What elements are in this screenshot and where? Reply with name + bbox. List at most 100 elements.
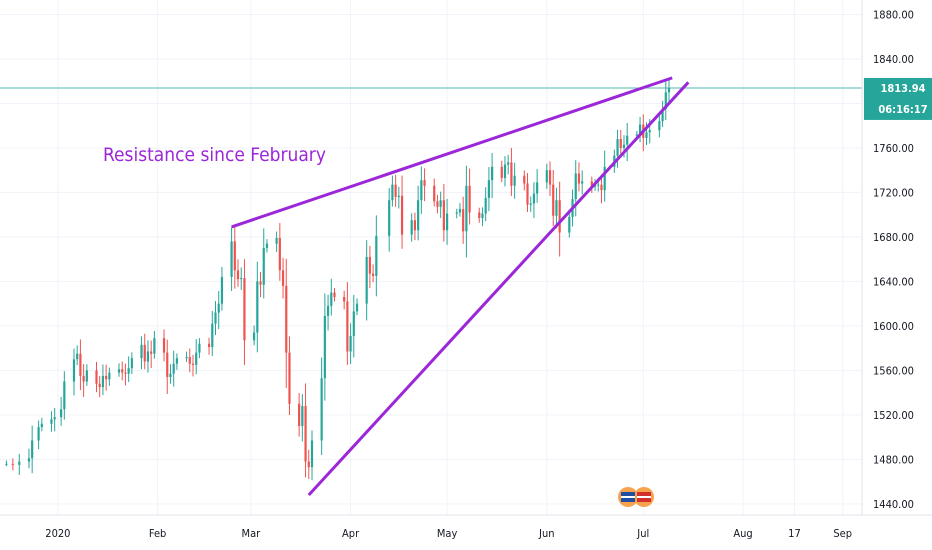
time-tick-label: Apr [342, 527, 360, 540]
candle-body [211, 323, 214, 348]
candle-body [465, 185, 468, 232]
candle-body [555, 200, 558, 216]
candle-body [262, 248, 265, 285]
candle-body [166, 352, 169, 378]
candle-body [127, 368, 130, 374]
candle-body [298, 403, 301, 427]
candle-body [658, 121, 661, 131]
candle-body [455, 212, 458, 214]
bar-countdown: 06:16:17 [878, 103, 927, 116]
candle-body [307, 461, 310, 468]
candle-body [458, 209, 462, 213]
grid [0, 0, 862, 515]
time-tick-label: Mar [242, 527, 262, 540]
candle-body [230, 241, 233, 277]
candle-body [243, 278, 246, 341]
price-tick-label: 1440.00 [873, 498, 914, 511]
support-trendline[interactable] [307, 81, 690, 496]
candle-body [548, 170, 552, 185]
candle-body [195, 352, 198, 365]
candle-body [185, 357, 188, 359]
annotation-text[interactable]: Resistance since February [103, 144, 326, 166]
candle-body [252, 332, 256, 341]
candle-body [648, 130, 651, 133]
candle-body [500, 166, 503, 178]
candle-body [417, 200, 420, 231]
candle-body [603, 166, 606, 191]
candle-body [5, 463, 8, 465]
trendlines[interactable] [231, 76, 690, 496]
candle-body [355, 303, 359, 312]
candle-body [349, 335, 352, 352]
candle-body [433, 185, 436, 202]
candle-body [146, 351, 150, 362]
candle-body [529, 203, 532, 205]
candle-body [330, 292, 333, 306]
candle-body [645, 132, 648, 138]
candle-body [545, 170, 548, 183]
candle-body [346, 301, 349, 352]
candle-body [375, 235, 378, 276]
candle-body [513, 175, 516, 186]
candle-body [82, 375, 85, 382]
candle-body [281, 270, 285, 286]
candle-body [616, 139, 619, 156]
candle-body [18, 461, 21, 465]
candle-body [439, 200, 442, 207]
candle-body [169, 373, 172, 378]
candle-body [63, 381, 66, 410]
candle-body [76, 353, 79, 360]
time-axis[interactable]: 2020 Feb Mar Apr May Jun Jul Aug 17 Sep [45, 527, 852, 540]
candle-body [191, 363, 195, 365]
candle-body [626, 135, 629, 145]
candle-body [320, 378, 323, 441]
time-tick-label: Sep [833, 527, 852, 540]
candle-body [108, 372, 111, 380]
last-price-tag-bg [864, 77, 932, 120]
time-tick-label: Feb [149, 527, 166, 540]
candle-body [365, 256, 368, 304]
candle-body [436, 201, 439, 207]
candle-body [105, 375, 108, 380]
candle-body [638, 124, 642, 135]
candle-body [323, 315, 326, 379]
candle-body [233, 241, 236, 271]
candle-body [352, 311, 355, 336]
candle-body [410, 220, 413, 235]
candle-body [278, 238, 281, 271]
candle-body [236, 270, 240, 280]
candle-body [130, 358, 133, 369]
candle-body [275, 238, 278, 244]
candle-body [172, 363, 175, 374]
price-tick-label: 1760.00 [873, 142, 914, 155]
candle-body [72, 359, 76, 382]
time-tick-label: Jul [636, 527, 649, 540]
candle-body [310, 440, 314, 468]
candle-body [188, 357, 191, 364]
candle-body [635, 134, 638, 136]
candle-body [481, 213, 484, 219]
candle-body [198, 343, 201, 353]
candle-body [442, 200, 445, 231]
candle-body [85, 370, 88, 382]
resistance-trendline[interactable] [231, 76, 673, 229]
time-tick-label: Aug [733, 527, 752, 540]
candle-body [368, 256, 371, 274]
candle-body [143, 344, 146, 362]
candle-body [50, 419, 53, 424]
candle-body [478, 212, 481, 219]
news-flag-icon[interactable] [618, 487, 654, 507]
time-tick-label: Jun [538, 527, 554, 540]
candle-body [558, 200, 561, 233]
candle-body [301, 405, 304, 427]
candle-body [53, 417, 56, 420]
last-price-value: 1813.94 [880, 82, 925, 95]
candle-body [468, 185, 471, 213]
candle-body [98, 383, 101, 388]
candle-body [487, 180, 490, 198]
price-axis[interactable]: 1440.00 1480.00 1520.00 1560.00 1600.00 1640.… [873, 8, 914, 510]
candle-body [526, 183, 529, 205]
candle-body [661, 109, 664, 122]
price-tick-label: 1720.00 [873, 186, 914, 199]
